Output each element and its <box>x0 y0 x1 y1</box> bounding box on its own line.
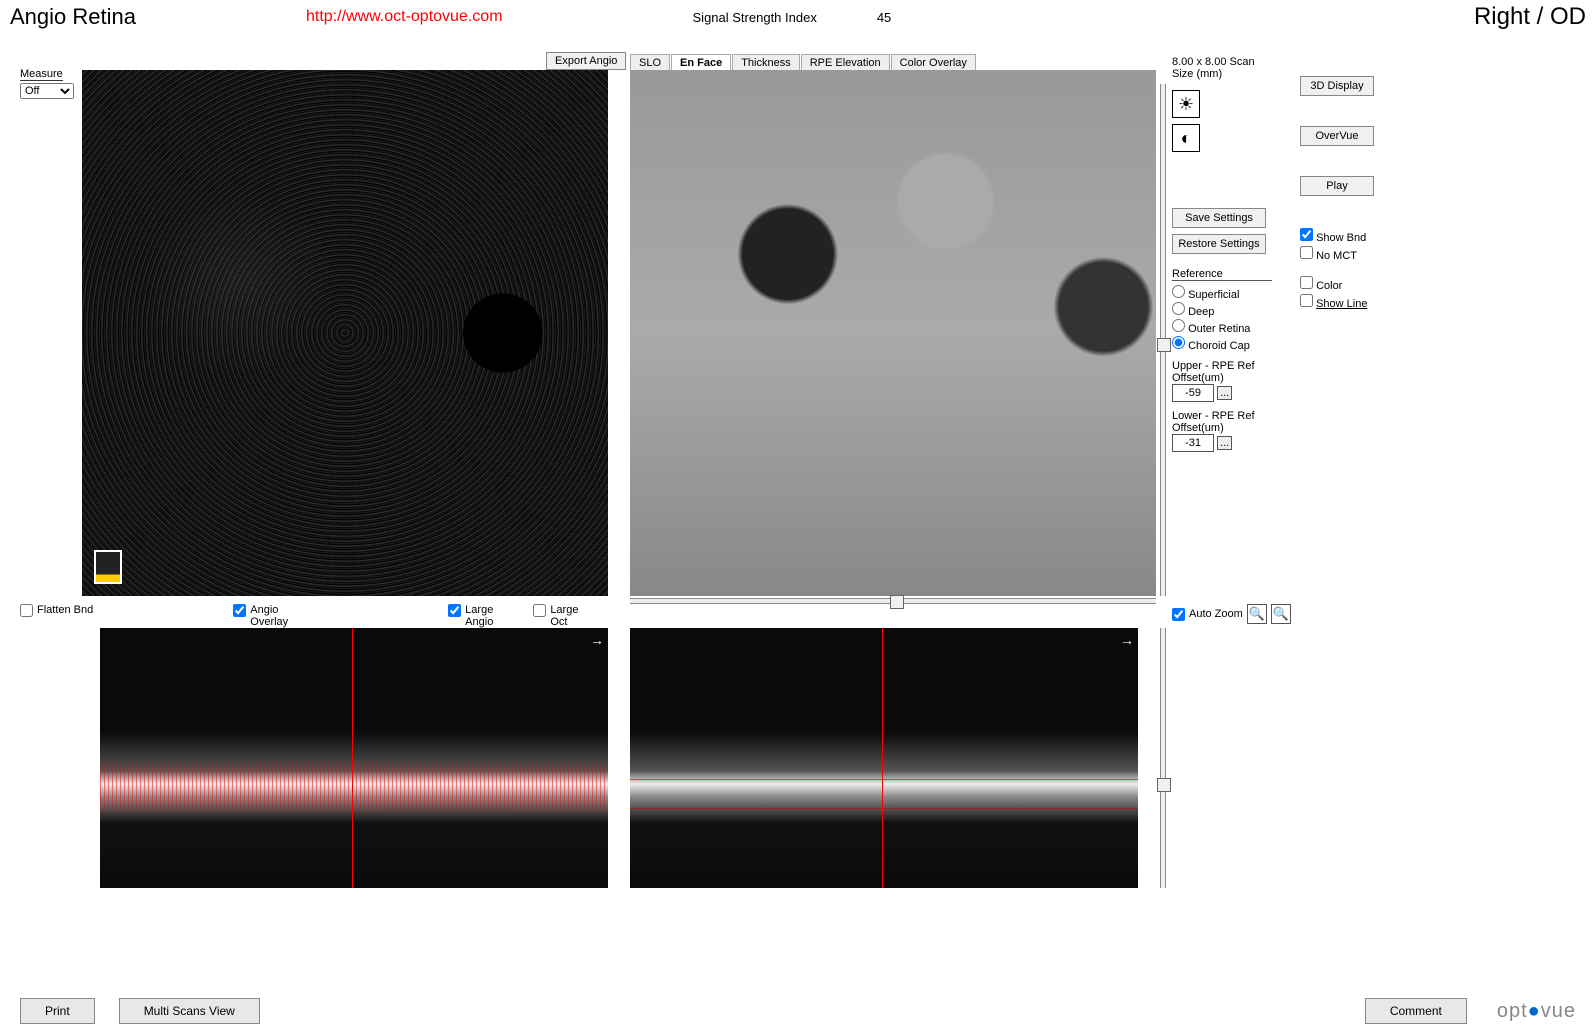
flatten-bnd-check[interactable]: Flatten Bnd <box>20 604 93 628</box>
measure-label: Measure <box>20 68 63 81</box>
arrow-right-icon: → <box>590 632 604 648</box>
show-bnd-check[interactable]: Show Bnd <box>1300 228 1390 244</box>
ssi-value: 45 <box>877 10 891 25</box>
ref-deep[interactable]: Deep <box>1172 302 1272 318</box>
large-angio-check[interactable]: LargeAngio <box>448 604 493 628</box>
autozoom-row: Auto Zoom 🔍 🔍 <box>1172 604 1291 624</box>
optovue-logo: opt●vue <box>1497 1000 1576 1023</box>
ref-superficial[interactable]: Superficial <box>1172 285 1272 301</box>
tab-enface[interactable]: En Face <box>671 54 731 71</box>
show-line-check[interactable]: Show Line <box>1300 294 1390 310</box>
eye-label: Right / OD <box>1474 3 1586 31</box>
enface-image[interactable] <box>630 70 1156 596</box>
bscan-boundary-lines <box>630 779 1138 809</box>
auto-zoom-label: Auto Zoom <box>1189 608 1243 620</box>
bscan-right-image[interactable]: → <box>630 628 1138 888</box>
right-controls: 8.00 x 8.00 Scan Size (mm) ☀ ◐ Save Sett… <box>1172 56 1272 452</box>
enface-hslider[interactable] <box>630 598 1156 604</box>
scan-size-label: 8.00 x 8.00 Scan Size (mm) <box>1172 56 1272 80</box>
bscan-right-vline[interactable] <box>882 628 883 888</box>
far-right-controls: 3D Display OverVue Play Show Bnd No MCT … <box>1300 76 1390 312</box>
view-tabs: SLO En Face Thickness RPE Elevation Colo… <box>630 54 977 71</box>
angio-image[interactable] <box>82 70 608 596</box>
ref-outer-retina[interactable]: Outer Retina <box>1172 319 1272 335</box>
tab-rpe-elevation[interactable]: RPE Elevation <box>801 54 890 71</box>
color-check[interactable]: Color <box>1300 276 1390 292</box>
ssi-label: Signal Strength Index <box>693 10 817 25</box>
auto-zoom-check[interactable] <box>1172 608 1185 621</box>
save-settings-button[interactable]: Save Settings <box>1172 208 1266 228</box>
lower-offset-value: -31 <box>1172 434 1214 452</box>
footer: Print Multi Scans View Comment opt●vue <box>0 998 1596 1024</box>
lower-offset-edit-button[interactable]: ... <box>1217 436 1232 450</box>
ref-choroid-cap[interactable]: Choroid Cap <box>1172 336 1272 352</box>
upper-offset-value: -59 <box>1172 384 1214 402</box>
arrow-right-icon: → <box>1120 632 1134 648</box>
bscan-left-vline[interactable] <box>352 628 353 888</box>
contrast-icon[interactable]: ◐ <box>1172 124 1200 152</box>
comment-button[interactable]: Comment <box>1365 998 1467 1024</box>
bscan-vslider[interactable] <box>1160 628 1166 888</box>
multi-scans-button[interactable]: Multi Scans View <box>119 998 260 1024</box>
upper-offset-label: Upper - RPE Ref Offset(um) <box>1172 360 1272 384</box>
tab-color-overlay[interactable]: Color Overlay <box>891 54 976 71</box>
no-mct-check[interactable]: No MCT <box>1300 246 1390 262</box>
measure-block: Measure Off <box>20 66 74 99</box>
depth-marker-icon <box>94 550 122 584</box>
upper-offset-edit-button[interactable]: ... <box>1217 386 1232 400</box>
bscan-controls: Flatten Bnd AngioOverlay LargeAngio Larg… <box>20 604 578 628</box>
reference-title: Reference <box>1172 268 1272 281</box>
tab-thickness[interactable]: Thickness <box>732 54 800 71</box>
measure-select[interactable]: Off <box>20 83 74 99</box>
play-button[interactable]: Play <box>1300 176 1374 196</box>
enface-vslider[interactable] <box>1160 84 1166 596</box>
restore-settings-button[interactable]: Restore Settings <box>1172 234 1266 254</box>
overvue-button[interactable]: OverVue <box>1300 126 1374 146</box>
header: Angio Retina http://www.oct-optovue.com … <box>0 0 1596 34</box>
tab-slo[interactable]: SLO <box>630 54 670 71</box>
zoom-in-icon[interactable]: 🔍 <box>1247 604 1267 624</box>
zoom-out-icon[interactable]: 🔍 <box>1271 604 1291 624</box>
brightness-icon[interactable]: ☀ <box>1172 90 1200 118</box>
lower-offset-label: Lower - RPE Ref Offset(um) <box>1172 410 1272 434</box>
export-angio-button[interactable]: Export Angio <box>546 52 626 70</box>
large-oct-check[interactable]: LargeOct <box>533 604 578 628</box>
3d-display-button[interactable]: 3D Display <box>1300 76 1374 96</box>
bscan-left-image[interactable]: → <box>100 628 608 888</box>
header-url: http://www.oct-optovue.com <box>306 8 503 26</box>
print-button[interactable]: Print <box>20 998 95 1024</box>
app-title: Angio Retina <box>10 4 136 30</box>
angio-overlay-check[interactable]: AngioOverlay <box>233 604 288 628</box>
